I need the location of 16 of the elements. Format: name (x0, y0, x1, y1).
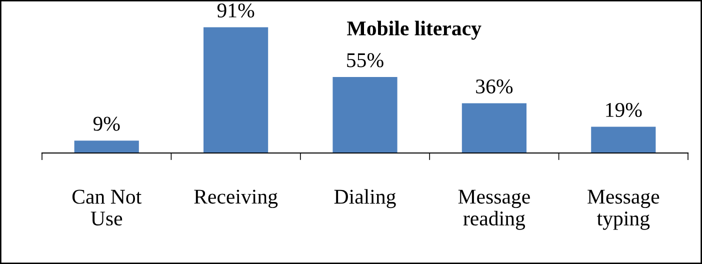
x-tick-label: Receiving (194, 190, 278, 208)
bar (204, 27, 268, 153)
bar (74, 140, 139, 153)
bar (591, 126, 656, 153)
data-label: 91% (217, 3, 254, 18)
x-tick-label: Can Not Use (72, 190, 142, 226)
data-label: 36% (476, 79, 513, 94)
data-label: 55% (347, 53, 384, 68)
x-tick-label: Message reading (458, 190, 530, 230)
chart-title: Mobile literacy (347, 20, 482, 40)
x-tick-label: Dialing (334, 189, 396, 208)
data-label: 19% (606, 102, 642, 118)
bar (332, 77, 398, 153)
x-tick-label: Message typing (588, 190, 660, 230)
bar (462, 103, 526, 153)
data-label: 9% (93, 116, 120, 131)
